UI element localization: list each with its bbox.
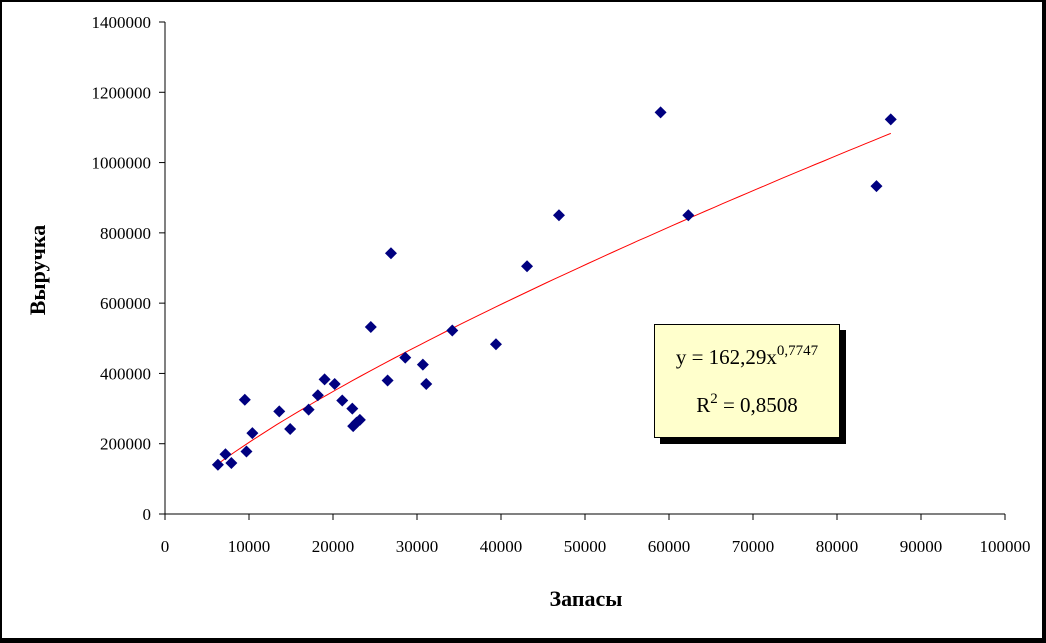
data-point (489, 338, 502, 351)
r2-exponent: 2 (710, 391, 718, 407)
data-point (302, 403, 315, 416)
x-tick-label: 20000 (312, 537, 355, 556)
data-point (884, 113, 897, 126)
x-tick-label: 60000 (648, 537, 691, 556)
r2-value: = 0,8508 (717, 393, 798, 417)
y-tick-label: 600000 (100, 294, 151, 313)
chart-axes: 0200000400000600000800000100000012000001… (92, 13, 1031, 556)
data-point (336, 394, 349, 407)
equation-exponent: 0,7747 (776, 343, 819, 359)
data-point (420, 377, 433, 390)
data-point (225, 457, 238, 470)
x-axis-title: Запасы (550, 586, 623, 611)
data-point (311, 389, 324, 402)
data-point (870, 180, 883, 193)
data-point (384, 247, 397, 260)
x-tick-label: 10000 (228, 537, 271, 556)
data-point (682, 209, 695, 222)
data-point (240, 445, 253, 458)
equation-base: y = 162,29x (675, 345, 777, 369)
x-tick-label: 70000 (732, 537, 775, 556)
x-tick-label: 90000 (900, 537, 943, 556)
data-point (364, 321, 377, 334)
data-point (211, 458, 224, 471)
data-point (284, 422, 297, 435)
data-point (446, 324, 459, 337)
y-axis-title: Выручка (25, 225, 50, 316)
data-point (381, 374, 394, 387)
x-tick-label: 30000 (396, 537, 439, 556)
data-point (346, 402, 359, 415)
trendline-group (217, 132, 891, 465)
data-point (552, 209, 565, 222)
x-tick-label: 0 (161, 537, 170, 556)
data-point (219, 448, 232, 461)
x-tick-label: 80000 (816, 537, 859, 556)
y-tick-label: 0 (143, 505, 152, 524)
data-point (399, 351, 412, 364)
y-tick-label: 1000000 (92, 154, 152, 173)
data-point (416, 358, 429, 371)
y-tick-label: 1200000 (92, 83, 152, 102)
y-tick-label: 200000 (100, 435, 151, 454)
y-tick-label: 400000 (100, 364, 151, 383)
data-point (273, 405, 286, 418)
x-tick-label: 40000 (480, 537, 523, 556)
data-point (353, 413, 366, 426)
trendline-equation-box: y = 162,29x0,7747 R2 = 0,8508 (654, 324, 840, 438)
y-tick-label: 1400000 (92, 13, 152, 32)
trendline-equation: y = 162,29x0,7747 (655, 343, 839, 370)
data-points (211, 106, 897, 471)
data-point (328, 377, 341, 390)
data-point (654, 106, 667, 119)
r-squared-value: R2 = 0,8508 (655, 391, 839, 418)
y-tick-label: 800000 (100, 224, 151, 243)
data-point (246, 427, 259, 440)
data-point (318, 373, 331, 386)
data-point (521, 260, 534, 273)
trendline (217, 132, 891, 465)
data-point (238, 393, 251, 406)
r2-prefix: R (696, 393, 711, 417)
x-tick-label: 50000 (564, 537, 607, 556)
x-tick-label: 100000 (980, 537, 1031, 556)
